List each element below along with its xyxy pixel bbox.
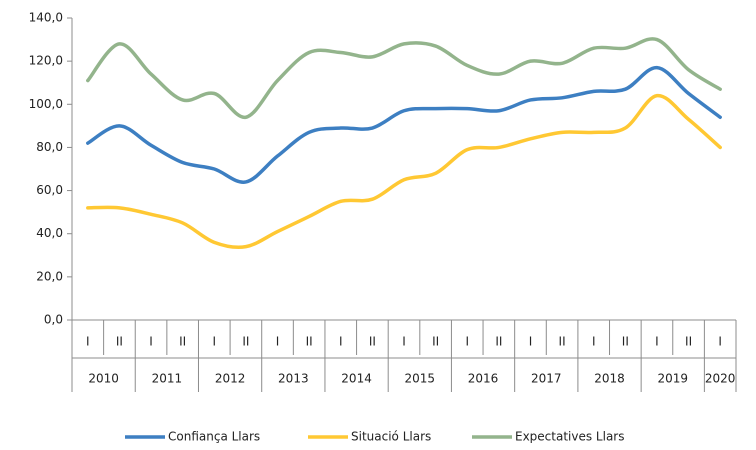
x-tick-label: II (179, 335, 186, 349)
x-tick-label: II (242, 335, 249, 349)
x-tick-label: II (306, 335, 313, 349)
y-tick-label: 0,0 (44, 313, 63, 327)
x-tick-label: I (592, 335, 596, 349)
x-group-label: 2014 (341, 372, 372, 386)
x-tick-label: I (529, 335, 533, 349)
x-group-label: 2016 (468, 372, 499, 386)
y-tick-label: 40,0 (36, 226, 63, 240)
x-tick-label: II (116, 335, 123, 349)
x-tick-label: I (86, 335, 90, 349)
x-group-label: 2019 (657, 372, 688, 386)
x-group-label: 2011 (152, 372, 183, 386)
series-line (86, 37, 722, 119)
x-group-label: 2010 (88, 372, 119, 386)
y-tick-label: 80,0 (36, 140, 63, 154)
legend-label: Expectatives Llars (515, 430, 625, 444)
x-group-label: 2018 (594, 372, 625, 386)
x-tick-label: I (402, 335, 406, 349)
legend-label: Situació Llars (351, 430, 431, 444)
x-group-label: 2017 (531, 372, 562, 386)
x-tick-label: I (655, 335, 659, 349)
x-tick-label: I (465, 335, 469, 349)
series-line (86, 65, 722, 184)
y-tick-label: 120,0 (29, 54, 63, 68)
x-tick-label: II (432, 335, 439, 349)
x-tick-label: I (339, 335, 343, 349)
y-tick-label: 100,0 (29, 97, 63, 111)
series-line (86, 93, 722, 250)
legend-label: Confiança Llars (168, 430, 260, 444)
x-tick-label: I (718, 335, 722, 349)
x-tick-label: I (276, 335, 280, 349)
x-tick-label: II (369, 335, 376, 349)
x-tick-label: I (149, 335, 153, 349)
y-tick-label: 140,0 (29, 11, 63, 25)
x-tick-label: II (685, 335, 692, 349)
y-tick-label: 20,0 (36, 269, 63, 283)
x-tick-label: II (559, 335, 566, 349)
x-tick-label: II (622, 335, 629, 349)
y-tick-label: 60,0 (36, 183, 63, 197)
x-group-label: 2020 (705, 372, 736, 386)
x-group-label: 2013 (278, 372, 309, 386)
x-tick-label: II (495, 335, 502, 349)
x-group-label: 2015 (405, 372, 436, 386)
x-group-label: 2012 (215, 372, 246, 386)
x-tick-label: I (213, 335, 217, 349)
